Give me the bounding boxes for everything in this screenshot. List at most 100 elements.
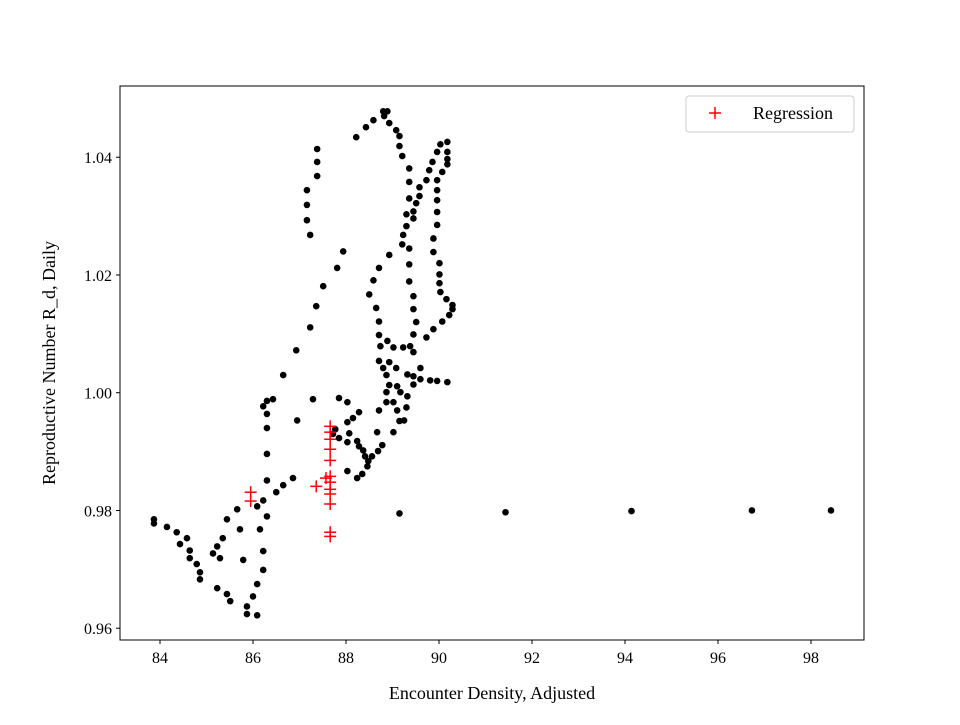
data-point xyxy=(150,520,158,527)
data-point xyxy=(253,611,261,619)
data-point xyxy=(416,192,423,200)
data-point xyxy=(313,172,321,180)
data-point xyxy=(263,513,271,520)
regression-point xyxy=(324,487,337,500)
legend-label-regression: Regression xyxy=(753,103,833,123)
y-axis-label: Reproductive Number R_d, Daily xyxy=(39,241,59,485)
data-point xyxy=(306,324,314,331)
data-point xyxy=(256,526,264,533)
data-point xyxy=(399,344,407,351)
regression-point xyxy=(324,454,337,467)
data-point xyxy=(319,282,327,290)
data-point xyxy=(430,248,437,256)
data-point xyxy=(385,358,393,366)
data-point xyxy=(392,126,400,134)
data-point xyxy=(355,443,363,450)
data-point xyxy=(437,140,444,148)
data-point xyxy=(378,441,386,449)
data-point xyxy=(253,503,261,510)
data-point xyxy=(349,414,357,422)
data-point xyxy=(385,251,393,259)
regression-point xyxy=(324,498,337,511)
data-point xyxy=(303,216,311,224)
data-point xyxy=(239,556,247,564)
data-point xyxy=(433,186,441,194)
data-point xyxy=(430,235,437,242)
x-tick-label: 86 xyxy=(245,650,261,667)
data-point xyxy=(375,407,383,414)
data-point xyxy=(292,347,300,354)
data-point xyxy=(444,155,451,163)
data-point xyxy=(380,112,388,120)
data-point xyxy=(243,603,251,610)
data-point xyxy=(444,138,451,146)
data-point xyxy=(345,430,353,437)
data-point xyxy=(449,305,456,313)
plot-frame xyxy=(119,85,865,641)
data-point xyxy=(259,547,267,555)
data-point xyxy=(375,357,383,365)
data-point xyxy=(364,463,371,470)
data-point xyxy=(406,342,414,350)
x-tick-label: 90 xyxy=(431,650,447,667)
data-point xyxy=(410,215,417,222)
data-point xyxy=(359,447,367,454)
data-point xyxy=(385,381,393,389)
data-point xyxy=(253,580,261,588)
data-point xyxy=(425,166,433,174)
data-point xyxy=(263,450,271,458)
x-tick-label: 96 xyxy=(710,650,726,667)
data-point xyxy=(173,528,181,536)
data-point xyxy=(193,560,201,568)
regression-point xyxy=(324,443,337,456)
data-point xyxy=(370,276,377,284)
data-point xyxy=(213,584,221,592)
regression-point xyxy=(324,530,337,543)
data-point xyxy=(223,516,231,523)
x-tick-label: 84 xyxy=(152,650,168,667)
data-point xyxy=(403,404,410,411)
data-point xyxy=(236,526,244,533)
legend-plus-icon xyxy=(709,107,721,119)
data-point xyxy=(344,438,351,446)
data-point xyxy=(362,123,370,131)
data-point xyxy=(398,241,406,248)
data-point xyxy=(333,264,341,272)
data-point xyxy=(216,554,224,562)
data-point xyxy=(405,261,413,268)
data-point xyxy=(373,428,381,436)
data-point xyxy=(410,208,417,215)
data-point xyxy=(827,507,835,514)
data-point xyxy=(344,467,351,475)
y-tick-label: 1.00 xyxy=(84,386,112,403)
data-point xyxy=(353,474,361,482)
data-point xyxy=(163,523,171,531)
data-point xyxy=(403,222,410,230)
data-point xyxy=(502,508,509,516)
data-point xyxy=(445,311,453,319)
data-point xyxy=(417,364,424,372)
data-point xyxy=(436,259,443,267)
y-tick-label: 1.02 xyxy=(84,268,112,285)
data-point xyxy=(410,331,417,338)
data-point xyxy=(263,424,271,432)
data-point xyxy=(399,231,407,239)
x-tick-label: 88 xyxy=(338,650,354,667)
data-point xyxy=(433,176,441,184)
data-point xyxy=(269,395,277,403)
data-point xyxy=(303,186,311,194)
data-point xyxy=(398,152,406,160)
data-point xyxy=(370,116,377,124)
data-point xyxy=(372,304,380,312)
data-point xyxy=(393,382,401,390)
data-point xyxy=(272,488,280,496)
data-point xyxy=(403,211,410,218)
data-point xyxy=(444,148,451,156)
x-tick-label: 98 xyxy=(803,650,819,667)
data-point xyxy=(384,337,391,345)
data-point xyxy=(429,158,436,166)
x-axis: 84 86 88 90 92 94 96 98 xyxy=(152,640,819,667)
x-tick-label: 92 xyxy=(524,650,540,667)
data-point xyxy=(433,208,441,216)
